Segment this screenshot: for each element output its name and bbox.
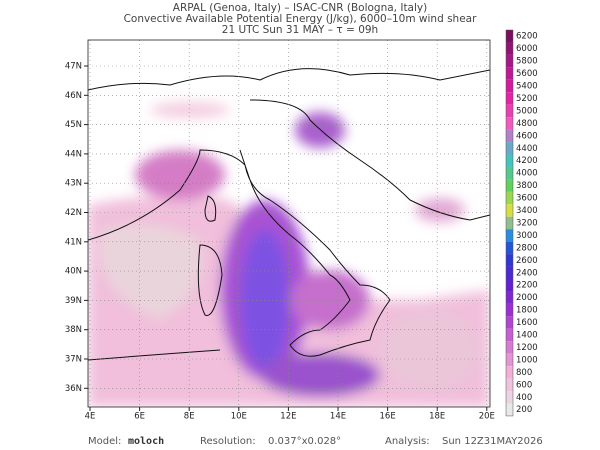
lat-label: 42N [65, 208, 82, 218]
colorbar-swatch [506, 54, 513, 68]
colorbar-label: 400 [516, 393, 532, 403]
colorbar-swatch [506, 291, 513, 304]
lat-label: 45N [65, 120, 82, 130]
footer-value: moloch [128, 436, 164, 447]
colorbar-label: 4400 [516, 144, 538, 154]
footer-label: Model: [88, 436, 121, 447]
lon-label: 18E [429, 412, 445, 422]
lat-label: 44N [65, 149, 82, 159]
title-line: ARPAL (Genoa, Italy) – ISAC-CNR (Bologna… [173, 2, 427, 14]
colorbar-label: 2400 [516, 268, 538, 278]
footer-label: Resolution: [200, 436, 256, 447]
colorbar-swatch [506, 142, 513, 155]
colorbar-label: 6200 [516, 32, 538, 42]
map-field [88, 40, 490, 407]
colorbar-label: 5000 [516, 106, 538, 116]
colorbar-label: 2800 [516, 243, 538, 253]
colorbar-swatch [506, 92, 513, 105]
colorbar-swatch [506, 79, 513, 93]
lon-label: 10E [231, 412, 247, 422]
colorbar-label: 5200 [516, 94, 538, 104]
colorbar-label: 6000 [516, 44, 538, 54]
colorbar-label: 1400 [516, 331, 538, 341]
colorbar-swatch [506, 67, 513, 80]
colorbar-swatch [506, 42, 513, 55]
colorbar-label: 3600 [516, 194, 538, 204]
colorbar-swatch [506, 179, 513, 192]
colorbar-swatch [506, 204, 513, 217]
colorbar-frame [505, 29, 514, 417]
lat-label: 41N [65, 237, 82, 247]
lat-label: 38N [65, 325, 82, 335]
lon-label: 14E [330, 412, 346, 422]
lat-label: 39N [65, 296, 82, 306]
colorbar-swatch [506, 254, 513, 267]
footer-label: Analysis: [385, 436, 430, 447]
colorbar-label: 5800 [516, 57, 538, 67]
colorbar-label: 2000 [516, 293, 538, 303]
lat-label: 43N [65, 179, 82, 189]
lat-label: 47N [65, 62, 82, 72]
colorbar-label: 3200 [516, 218, 538, 228]
lon-label: 4E [85, 412, 96, 422]
colorbar-swatch [506, 328, 513, 342]
colorbar-label: 1800 [516, 306, 538, 316]
colorbar-label: 1600 [516, 318, 538, 328]
colorbar-swatch [506, 129, 513, 143]
lat-label: 37N [65, 355, 82, 365]
lat-label: 36N [65, 384, 82, 394]
footer-value: 0.037°x0.028° [268, 436, 341, 447]
colorbar-swatch [506, 266, 513, 279]
colorbar-label: 3800 [516, 181, 538, 191]
colorbar-swatch [506, 166, 513, 180]
colorbar-swatch [506, 341, 513, 354]
colorbar-swatch [506, 316, 513, 329]
colorbar-swatch [506, 154, 513, 167]
colorbar-swatch [506, 279, 513, 292]
colorbar-swatch [506, 391, 513, 404]
colorbar-swatch [506, 30, 513, 43]
lon-label: 12E [280, 412, 296, 422]
colorbar-label: 5600 [516, 69, 538, 79]
title-line: 21 UTC Sun 31 MAY – τ = 09h [222, 24, 378, 36]
colorbar-swatch [506, 366, 513, 379]
colorbar-swatch [506, 241, 513, 255]
lon-label: 20E [479, 412, 495, 422]
colorbar-label: 4600 [516, 131, 538, 141]
colorbar-swatch [506, 378, 513, 392]
colorbar-swatch [506, 303, 513, 317]
colorbar-label: 5400 [516, 82, 538, 92]
colorbar-label: 600 [516, 380, 532, 390]
colorbar-swatch [506, 216, 513, 230]
colorbar-swatch [506, 353, 513, 367]
colorbar-label: 1000 [516, 355, 538, 365]
colorbar-swatch [506, 104, 513, 118]
colorbar-label: 3400 [516, 206, 538, 216]
colorbar-label: 800 [516, 368, 532, 378]
colorbar-swatch [506, 191, 513, 205]
colorbar-swatch [506, 117, 513, 130]
colorbar-label: 4200 [516, 156, 538, 166]
grid: 47N 46N 45N 44N 43N 42N 41N 40N 39N 38N 37N 36N 4E 6E… [65, 40, 495, 422]
colorbar-label: 4000 [516, 169, 538, 179]
lon-label: 8E [184, 412, 195, 422]
colorbar-swatch [506, 403, 513, 416]
map-frame [87, 39, 491, 408]
colorbar-label: 1200 [516, 343, 538, 353]
colorbar-label: 2200 [516, 281, 538, 291]
title-line: Convective Available Potential Energy (J… [124, 13, 478, 25]
lon-label: 16E [380, 412, 396, 422]
colorbar-label: 3000 [516, 231, 538, 241]
colorbar: 6200 6000 5800 5600 5400 5200 5000 4800 4600 4400… [505, 29, 538, 417]
colorbar-label: 200 [516, 405, 532, 415]
colorbar-label: 4800 [516, 119, 538, 129]
lon-label: 6E [134, 412, 145, 422]
colorbar-label: 2600 [516, 256, 538, 266]
lat-label: 40N [65, 267, 82, 277]
colorbar-swatch [506, 229, 513, 242]
footer-value: Sun 12Z31MAY2026 [442, 436, 543, 447]
lat-label: 46N [65, 91, 82, 101]
